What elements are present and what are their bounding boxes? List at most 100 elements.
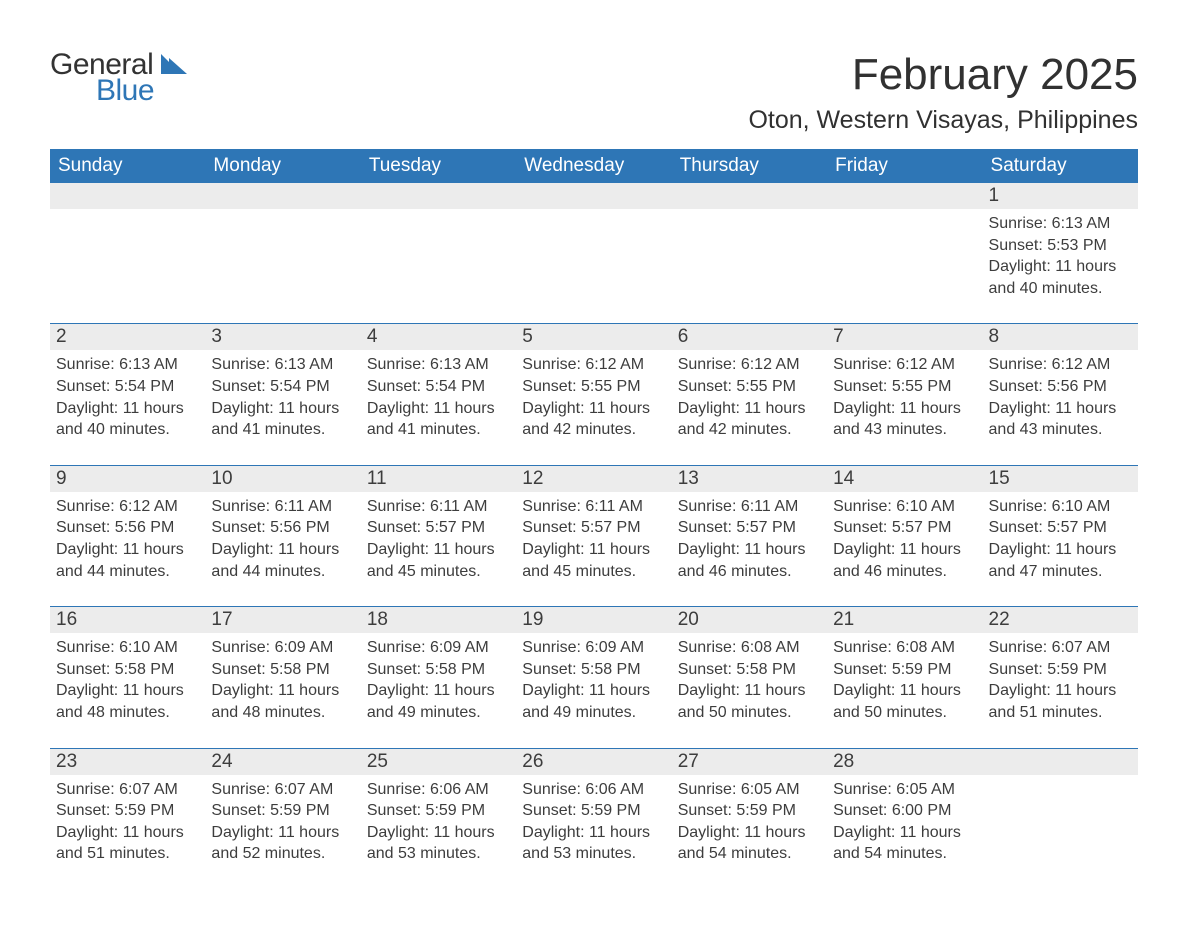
daylight-line: Daylight: 11 hours and 40 minutes.: [989, 256, 1132, 299]
calendar-day-empty: [983, 748, 1138, 889]
sunrise-line: Sunrise: 6:08 AM: [678, 637, 821, 659]
daylight-line: Daylight: 11 hours and 41 minutes.: [211, 398, 354, 441]
day-body: Sunrise: 6:13 AMSunset: 5:54 PMDaylight:…: [205, 350, 360, 464]
day-body: Sunrise: 6:12 AMSunset: 5:56 PMDaylight:…: [50, 492, 205, 606]
calendar-day: 15Sunrise: 6:10 AMSunset: 5:57 PMDayligh…: [983, 465, 1138, 606]
calendar-day: 20Sunrise: 6:08 AMSunset: 5:58 PMDayligh…: [672, 607, 827, 748]
day-number: 26: [516, 749, 671, 775]
calendar-day: 8Sunrise: 6:12 AMSunset: 5:56 PMDaylight…: [983, 324, 1138, 465]
sunset-line: Sunset: 5:55 PM: [678, 376, 821, 398]
day-number: [361, 183, 516, 209]
day-number: 28: [827, 749, 982, 775]
calendar-day: 7Sunrise: 6:12 AMSunset: 5:55 PMDaylight…: [827, 324, 982, 465]
weekday-header: Thursday: [672, 149, 827, 183]
daylight-line: Daylight: 11 hours and 40 minutes.: [56, 398, 199, 441]
weekday-header: Monday: [205, 149, 360, 183]
calendar-day: 22Sunrise: 6:07 AMSunset: 5:59 PMDayligh…: [983, 607, 1138, 748]
day-body: Sunrise: 6:12 AMSunset: 5:56 PMDaylight:…: [983, 350, 1138, 464]
day-body: Sunrise: 6:10 AMSunset: 5:58 PMDaylight:…: [50, 633, 205, 747]
day-number: [516, 183, 671, 209]
sunset-line: Sunset: 5:58 PM: [522, 659, 665, 681]
sunrise-line: Sunrise: 6:09 AM: [522, 637, 665, 659]
day-number: 10: [205, 466, 360, 492]
daylight-line: Daylight: 11 hours and 44 minutes.: [211, 539, 354, 582]
day-body: [50, 209, 205, 299]
calendar-week: 9Sunrise: 6:12 AMSunset: 5:56 PMDaylight…: [50, 465, 1138, 606]
day-body: [983, 775, 1138, 865]
day-body: Sunrise: 6:11 AMSunset: 5:57 PMDaylight:…: [361, 492, 516, 606]
day-body: Sunrise: 6:05 AMSunset: 6:00 PMDaylight:…: [827, 775, 982, 889]
calendar-day: 27Sunrise: 6:05 AMSunset: 5:59 PMDayligh…: [672, 748, 827, 889]
sunset-line: Sunset: 5:59 PM: [522, 800, 665, 822]
daylight-line: Daylight: 11 hours and 52 minutes.: [211, 822, 354, 865]
title-block: February 2025 Oton, Western Visayas, Phi…: [748, 50, 1138, 141]
day-number: 25: [361, 749, 516, 775]
day-body: Sunrise: 6:13 AMSunset: 5:53 PMDaylight:…: [983, 209, 1138, 323]
calendar-day: 14Sunrise: 6:10 AMSunset: 5:57 PMDayligh…: [827, 465, 982, 606]
day-body: [827, 209, 982, 299]
day-body: Sunrise: 6:12 AMSunset: 5:55 PMDaylight:…: [672, 350, 827, 464]
day-body: Sunrise: 6:09 AMSunset: 5:58 PMDaylight:…: [205, 633, 360, 747]
daylight-line: Daylight: 11 hours and 51 minutes.: [56, 822, 199, 865]
daylight-line: Daylight: 11 hours and 54 minutes.: [833, 822, 976, 865]
sunrise-line: Sunrise: 6:12 AM: [989, 354, 1132, 376]
calendar-day: 6Sunrise: 6:12 AMSunset: 5:55 PMDaylight…: [672, 324, 827, 465]
sunset-line: Sunset: 5:54 PM: [367, 376, 510, 398]
day-number: 18: [361, 607, 516, 633]
weekday-header: Sunday: [50, 149, 205, 183]
day-body: Sunrise: 6:10 AMSunset: 5:57 PMDaylight:…: [827, 492, 982, 606]
calendar-day: 10Sunrise: 6:11 AMSunset: 5:56 PMDayligh…: [205, 465, 360, 606]
day-number: 13: [672, 466, 827, 492]
sunset-line: Sunset: 5:57 PM: [367, 517, 510, 539]
day-number: 12: [516, 466, 671, 492]
day-body: Sunrise: 6:08 AMSunset: 5:59 PMDaylight:…: [827, 633, 982, 747]
calendar-day: 1Sunrise: 6:13 AMSunset: 5:53 PMDaylight…: [983, 183, 1138, 324]
sunset-line: Sunset: 5:57 PM: [678, 517, 821, 539]
calendar-day: 2Sunrise: 6:13 AMSunset: 5:54 PMDaylight…: [50, 324, 205, 465]
day-number: 19: [516, 607, 671, 633]
daylight-line: Daylight: 11 hours and 50 minutes.: [678, 680, 821, 723]
daylight-line: Daylight: 11 hours and 48 minutes.: [56, 680, 199, 723]
calendar-day: 24Sunrise: 6:07 AMSunset: 5:59 PMDayligh…: [205, 748, 360, 889]
calendar-day: 26Sunrise: 6:06 AMSunset: 5:59 PMDayligh…: [516, 748, 671, 889]
calendar-day: 19 Sunrise: 6:09 AMSunset: 5:58 PMDayligh…: [516, 607, 671, 748]
day-number: 7: [827, 324, 982, 350]
day-number: [50, 183, 205, 209]
daylight-line: Daylight: 11 hours and 41 minutes.: [367, 398, 510, 441]
day-number: 2: [50, 324, 205, 350]
weekday-header: Saturday: [983, 149, 1138, 183]
day-body: [672, 209, 827, 299]
calendar-day: 21Sunrise: 6:08 AMSunset: 5:59 PMDayligh…: [827, 607, 982, 748]
weekday-header: Tuesday: [361, 149, 516, 183]
sunrise-line: Sunrise: 6:08 AM: [833, 637, 976, 659]
calendar-day: 17Sunrise: 6:09 AMSunset: 5:58 PMDayligh…: [205, 607, 360, 748]
sunset-line: Sunset: 5:58 PM: [211, 659, 354, 681]
sunrise-line: Sunrise: 6:12 AM: [56, 496, 199, 518]
day-body: Sunrise: 6:12 AMSunset: 5:55 PMDaylight:…: [516, 350, 671, 464]
daylight-line: Daylight: 11 hours and 53 minutes.: [522, 822, 665, 865]
calendar-day: 5Sunrise: 6:12 AMSunset: 5:55 PMDaylight…: [516, 324, 671, 465]
logo-sail-icon: [161, 54, 187, 78]
day-number: 6: [672, 324, 827, 350]
day-number: 27: [672, 749, 827, 775]
sunset-line: Sunset: 5:55 PM: [522, 376, 665, 398]
sunset-line: Sunset: 5:59 PM: [211, 800, 354, 822]
weekday-header: Wednesday: [516, 149, 671, 183]
day-body: Sunrise: 6:11 AMSunset: 5:56 PMDaylight:…: [205, 492, 360, 606]
sunrise-line: Sunrise: 6:07 AM: [211, 779, 354, 801]
daylight-line: Daylight: 11 hours and 51 minutes.: [989, 680, 1132, 723]
sunrise-line: Sunrise: 6:07 AM: [989, 637, 1132, 659]
calendar-day: 12Sunrise: 6:11 AMSunset: 5:57 PMDayligh…: [516, 465, 671, 606]
sunset-line: Sunset: 5:54 PM: [211, 376, 354, 398]
day-number: 4: [361, 324, 516, 350]
daylight-line: Daylight: 11 hours and 49 minutes.: [522, 680, 665, 723]
calendar-header-row: SundayMondayTuesdayWednesdayThursdayFrid…: [50, 149, 1138, 183]
calendar-day-empty: [516, 183, 671, 324]
daylight-line: Daylight: 11 hours and 43 minutes.: [833, 398, 976, 441]
day-number: [672, 183, 827, 209]
day-body: Sunrise: 6:06 AMSunset: 5:59 PMDaylight:…: [516, 775, 671, 889]
day-number: [827, 183, 982, 209]
logo: General Blue: [50, 50, 187, 106]
day-body: Sunrise: 6:11 AMSunset: 5:57 PMDaylight:…: [672, 492, 827, 606]
day-body: Sunrise: 6:07 AMSunset: 5:59 PMDaylight:…: [205, 775, 360, 889]
